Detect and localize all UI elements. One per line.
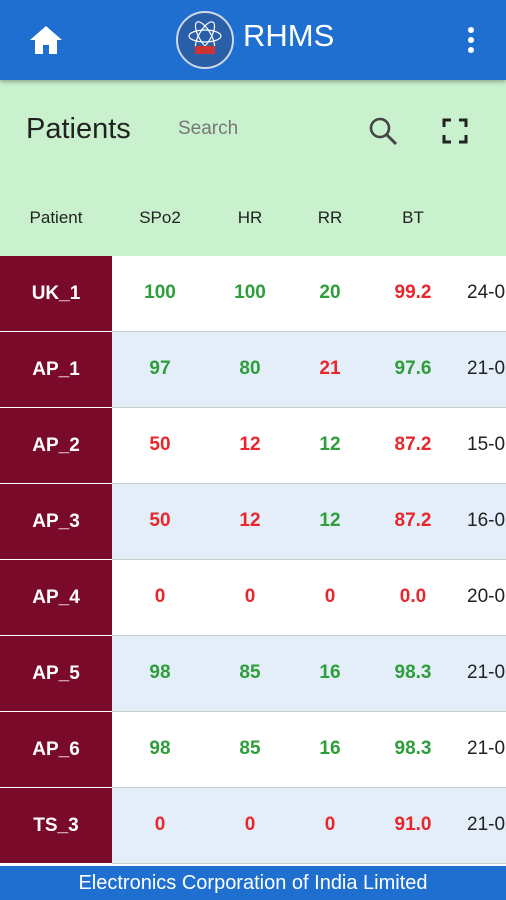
app-title: RHMS (243, 18, 335, 53)
vital-value: 98.3 (394, 738, 432, 759)
patient-id: AP_2 (0, 408, 112, 484)
timestamp: 20-0 (467, 586, 506, 607)
vital-value: 87.2 (394, 510, 432, 531)
footer: Electronics Corporation of India Limited (0, 866, 506, 900)
vital-value: 20 (319, 282, 341, 303)
timestamp: 21-0 (467, 814, 506, 835)
vital-value: 0 (324, 814, 336, 835)
vital-value: 12 (239, 510, 261, 531)
home-button[interactable] (28, 24, 64, 56)
patient-row[interactable]: AP_5 98 85 16 98.3 21-0 (0, 636, 506, 712)
column-header: RR (317, 208, 343, 227)
patient-row[interactable]: UK_1 100 100 20 99.2 24-0 (0, 256, 506, 332)
timestamp: 15-0 (467, 434, 506, 455)
patients-toolbar: Patients Search Patient SPo2 HR RR BT (0, 80, 506, 256)
vital-value: 16 (319, 738, 341, 759)
vital-value: 98.3 (394, 662, 432, 683)
vital-value: 50 (149, 434, 171, 455)
vital-value: 0 (244, 586, 256, 607)
vital-value: 97 (149, 358, 171, 379)
patient-row[interactable]: AP_6 98 85 16 98.3 21-0 (0, 712, 506, 788)
page-title: Patients (26, 113, 131, 145)
patient-list: UK_1 100 100 20 99.2 24-0 AP_1 97 80 21 97.6 21-0 AP… (0, 256, 506, 866)
patient-id: UK_1 (0, 256, 112, 332)
fullscreen-button[interactable] (442, 118, 468, 144)
vital-value: 12 (319, 434, 341, 455)
vital-value: 87.2 (394, 434, 432, 455)
vital-value: 0 (154, 814, 166, 835)
patient-row[interactable]: AP_4 0 0 0 0.0 20-0 (0, 560, 506, 636)
patient-id: AP_1 (0, 332, 112, 408)
timestamp: 24-0 (467, 282, 506, 303)
patient-row[interactable]: AP_1 97 80 21 97.6 21-0 (0, 332, 506, 408)
vital-value: 50 (149, 510, 171, 531)
vital-value: 0 (324, 586, 336, 607)
timestamp: 21-0 (467, 358, 506, 379)
vital-value: 0 (154, 586, 166, 607)
timestamp: 21-0 (467, 738, 506, 759)
vital-value: 100 (234, 282, 266, 303)
vital-value: 98 (149, 662, 171, 683)
vital-value: 12 (239, 434, 261, 455)
timestamp: 16-0 (467, 510, 506, 531)
column-header: HR (237, 208, 263, 227)
column-header: BT (402, 208, 424, 227)
menu-button[interactable] (464, 26, 478, 56)
vital-value: 85 (239, 662, 261, 683)
patient-id: AP_6 (0, 712, 112, 788)
vital-value: 0 (244, 814, 256, 835)
patient-id: AP_4 (0, 560, 112, 636)
vital-value: 97.6 (394, 358, 432, 379)
vital-value: 85 (239, 738, 261, 759)
search-input[interactable]: Search (178, 118, 239, 139)
patient-id: TS_3 (0, 788, 112, 864)
vital-value: 80 (239, 358, 261, 379)
logo (176, 11, 234, 69)
timestamp: 21-0 (467, 662, 506, 683)
column-header: Patient (29, 208, 83, 227)
vital-value: 12 (319, 510, 341, 531)
patient-id: AP_5 (0, 636, 112, 712)
search-button[interactable] (368, 116, 400, 148)
column-header: SPo2 (139, 208, 181, 227)
vital-value: 91.0 (394, 814, 432, 835)
vital-value: 98 (149, 738, 171, 759)
vital-value: 16 (319, 662, 341, 683)
patient-row[interactable]: AP_3 50 12 12 87.2 16-0 (0, 484, 506, 560)
patient-row[interactable]: AP_2 50 12 12 87.2 15-0 (0, 408, 506, 484)
vital-value: 100 (144, 282, 176, 303)
vital-value: 0.0 (399, 586, 427, 607)
patient-id: AP_3 (0, 484, 112, 560)
top-bar: RHMS (0, 0, 506, 80)
vital-value: 99.2 (394, 282, 432, 303)
vital-value: 21 (319, 358, 341, 379)
patient-row[interactable]: TS_3 0 0 0 91.0 21-0 (0, 788, 506, 864)
